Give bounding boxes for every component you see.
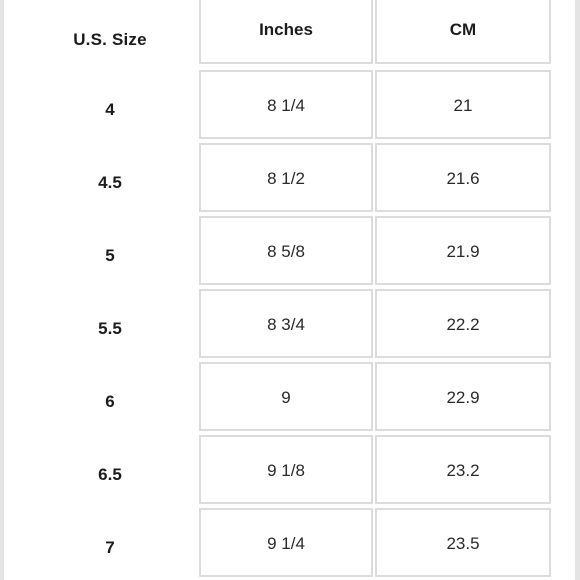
inches-cell: 9 1/8 — [199, 435, 373, 504]
size-value: 7 — [105, 538, 115, 557]
cm-cell: 21.9 — [375, 216, 551, 285]
size-value: 4.5 — [98, 173, 122, 192]
cm-cell: 21 — [375, 70, 551, 139]
table-row: 5 8 5/8 21.9 — [0, 216, 580, 287]
inches-cell: 8 5/8 — [199, 216, 373, 285]
cm-cell: 23.5 — [375, 508, 551, 577]
inches-cell: 9 — [199, 362, 373, 431]
left-edge-divider — [0, 0, 4, 580]
cm-cell: 23.2 — [375, 435, 551, 504]
cm-cell: 22.9 — [375, 362, 551, 431]
inches-cell: 8 1/4 — [199, 70, 373, 139]
size-value: 6 — [105, 392, 115, 411]
cm-cell: 22.2 — [375, 289, 551, 358]
size-value: 4 — [105, 100, 115, 119]
size-value: 6.5 — [98, 465, 122, 484]
right-edge-divider — [575, 0, 580, 580]
table-row: 4 8 1/4 21 — [0, 70, 580, 141]
size-value: 5 — [105, 246, 115, 265]
header-inches: Inches — [199, 0, 373, 64]
table-row: 4.5 8 1/2 21.6 — [0, 143, 580, 214]
table-row: 6.5 9 1/8 23.2 — [0, 435, 580, 506]
inches-cell: 8 3/4 — [199, 289, 373, 358]
inches-cell: 8 1/2 — [199, 143, 373, 212]
table-row: 6 9 22.9 — [0, 362, 580, 433]
header-us-size: U.S. Size — [73, 30, 147, 49]
table-header-row: U.S. Size Inches CM — [0, 0, 580, 66]
table-row: 7 9 1/4 23.5 — [0, 508, 580, 579]
cm-cell: 21.6 — [375, 143, 551, 212]
table-row: 5.5 8 3/4 22.2 — [0, 289, 580, 360]
inches-cell: 9 1/4 — [199, 508, 373, 577]
size-value: 5.5 — [98, 319, 122, 338]
header-cm: CM — [375, 0, 551, 64]
